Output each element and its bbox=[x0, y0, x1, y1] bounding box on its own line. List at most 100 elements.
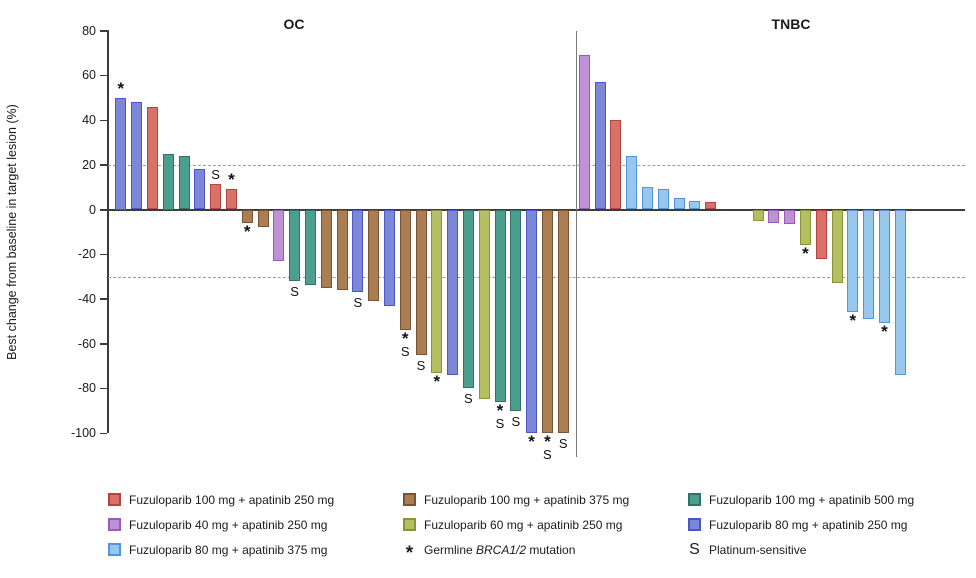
bar-annotation: S bbox=[290, 284, 299, 300]
tick-label: -20 bbox=[77, 247, 96, 262]
bar-annotation: S bbox=[464, 391, 473, 407]
bar bbox=[657, 189, 669, 210]
legend-column: Fuzuloparib 100 mg + apatinib 375 mg Fuzu… bbox=[403, 487, 688, 563]
bar bbox=[815, 209, 827, 259]
tick-label: -100 bbox=[70, 426, 96, 440]
tick-mark bbox=[100, 253, 107, 256]
legend-swatch-icon bbox=[688, 493, 701, 506]
bar bbox=[194, 169, 206, 210]
bar bbox=[336, 209, 348, 290]
bar bbox=[462, 209, 474, 389]
legend-marker-label: Germline BRCA1/2 mutation bbox=[424, 542, 576, 557]
bar bbox=[831, 209, 843, 284]
bar bbox=[494, 209, 506, 402]
bar bbox=[894, 209, 906, 375]
bar-annotation: * S bbox=[400, 329, 410, 360]
tick-label: 20 bbox=[82, 157, 96, 172]
legend-item-label: Fuzuloparib 80 mg + apatinib 375 mg bbox=[129, 542, 328, 557]
legend-item-label: Fuzuloparib 100 mg + apatinib 250 mg bbox=[129, 492, 335, 507]
bar bbox=[878, 209, 890, 324]
legend-swatch-icon bbox=[688, 518, 701, 531]
bar bbox=[273, 209, 285, 261]
bar bbox=[594, 82, 606, 210]
legend-column: Fuzuloparib 100 mg + apatinib 500 mg Fuzu… bbox=[688, 487, 948, 562]
bar-annotation: S bbox=[416, 357, 426, 373]
tick-mark bbox=[100, 30, 107, 32]
bar bbox=[673, 198, 685, 210]
legend-column: Fuzuloparib 100 mg + apatinib 250 mg Fuzu… bbox=[108, 487, 403, 562]
legend-swatch-icon bbox=[108, 493, 121, 506]
legend-marker-label: Platinum-sensitive bbox=[709, 542, 807, 557]
bar-annotation: * bbox=[881, 322, 888, 342]
bar bbox=[162, 153, 174, 210]
tick-label: -40 bbox=[77, 291, 96, 306]
bar bbox=[541, 209, 553, 433]
bar bbox=[383, 209, 395, 306]
bar bbox=[768, 209, 780, 223]
tick-mark bbox=[100, 74, 107, 77]
tick-mark bbox=[100, 432, 107, 434]
tick-label: -60 bbox=[77, 336, 96, 351]
legend-swatch-icon bbox=[108, 518, 121, 531]
bar bbox=[705, 201, 717, 210]
legend-marker-item: S Platinum-sensitive bbox=[688, 537, 948, 562]
legend-swatch-icon bbox=[403, 493, 416, 506]
bar bbox=[447, 209, 459, 375]
bar bbox=[131, 102, 143, 210]
bar bbox=[863, 209, 875, 319]
legend-item-label: Fuzuloparib 60 mg + apatinib 250 mg bbox=[424, 517, 623, 532]
bar bbox=[784, 209, 796, 225]
bar bbox=[225, 189, 237, 210]
bar bbox=[304, 209, 316, 286]
legend-item-label: Fuzuloparib 100 mg + apatinib 500 mg bbox=[709, 492, 915, 507]
tick-mark bbox=[100, 119, 107, 122]
legend-item: Fuzuloparib 40 mg + apatinib 250 mg bbox=[108, 512, 403, 537]
legend-item-label: Fuzuloparib 40 mg + apatinib 250 mg bbox=[129, 517, 328, 532]
legend-swatch-icon bbox=[403, 518, 416, 531]
bar bbox=[241, 209, 253, 223]
bar bbox=[178, 155, 190, 210]
bar bbox=[799, 209, 811, 246]
bar bbox=[478, 209, 490, 400]
bar bbox=[847, 209, 859, 313]
tick-mark bbox=[100, 343, 107, 345]
bar-annotation: S bbox=[511, 413, 521, 429]
bar bbox=[431, 209, 443, 373]
tick-mark bbox=[100, 387, 107, 390]
panel-title-tnbc: TNBC bbox=[771, 16, 811, 32]
bar bbox=[320, 209, 332, 288]
bar bbox=[641, 187, 653, 210]
bar-annotation: * bbox=[243, 221, 251, 241]
legend-item: Fuzuloparib 100 mg + apatinib 250 mg bbox=[108, 487, 403, 512]
legend-item: Fuzuloparib 60 mg + apatinib 250 mg bbox=[403, 512, 688, 537]
bar-annotation: * bbox=[433, 371, 441, 391]
reference-line bbox=[108, 164, 965, 166]
tick-label: 60 bbox=[82, 68, 96, 83]
bar bbox=[289, 209, 301, 282]
bar bbox=[368, 209, 380, 302]
legend-item: Fuzuloparib 100 mg + apatinib 375 mg bbox=[403, 487, 688, 512]
legend-item-label: Fuzuloparib 80 mg + apatinib 250 mg bbox=[709, 517, 908, 532]
bar bbox=[689, 200, 701, 210]
tick-label: -80 bbox=[77, 381, 96, 396]
bar bbox=[610, 120, 622, 210]
y-axis bbox=[107, 30, 109, 433]
bar-annotation: * bbox=[117, 78, 125, 98]
bar-annotation: * bbox=[228, 170, 235, 190]
panel-title-oc: OC bbox=[283, 16, 305, 32]
bar bbox=[415, 209, 427, 355]
legend-item: Fuzuloparib 80 mg + apatinib 250 mg bbox=[688, 512, 948, 537]
bar bbox=[146, 106, 158, 210]
tick-mark bbox=[100, 164, 107, 166]
bar bbox=[526, 209, 538, 433]
bar bbox=[210, 183, 222, 210]
bar bbox=[399, 209, 411, 331]
legend-item: Fuzuloparib 80 mg + apatinib 375 mg bbox=[108, 537, 403, 562]
bar bbox=[752, 209, 764, 221]
legend-item-label: Fuzuloparib 100 mg + apatinib 375 mg bbox=[424, 492, 630, 507]
bar bbox=[626, 155, 638, 210]
bar bbox=[510, 209, 522, 411]
bar-annotation: S bbox=[211, 166, 220, 182]
bar bbox=[557, 209, 569, 433]
